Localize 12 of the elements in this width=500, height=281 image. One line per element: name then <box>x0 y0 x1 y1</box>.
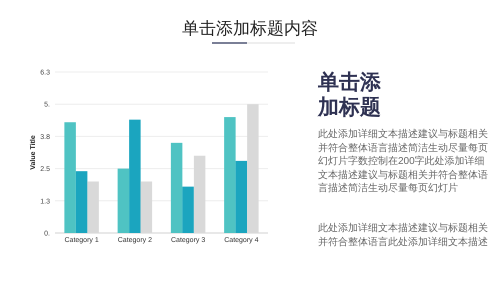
text: 单击添加标题 <box>318 70 382 120</box>
bar <box>129 120 141 233</box>
bar <box>224 117 236 233</box>
text: 此处添加详细文本描述建议与标题相关并符合整体语言描述简洁生动尽量每页幻灯片字数控制在200字此处添加详细文本描述建议与标题相关并符合整体语言描述简洁生动尽量每页幻灯片 <box>318 128 489 196</box>
bar <box>76 171 88 233</box>
bar <box>236 160 248 233</box>
bar <box>182 186 194 233</box>
bar <box>170 142 182 233</box>
text: 此处添加详细文本描述建议与标题相关并符合整体语言此处添加详细文本描述 <box>318 222 489 249</box>
bar <box>64 122 76 233</box>
bar <box>118 168 130 233</box>
chart-title: 单击添加标题内容 <box>182 19 318 38</box>
